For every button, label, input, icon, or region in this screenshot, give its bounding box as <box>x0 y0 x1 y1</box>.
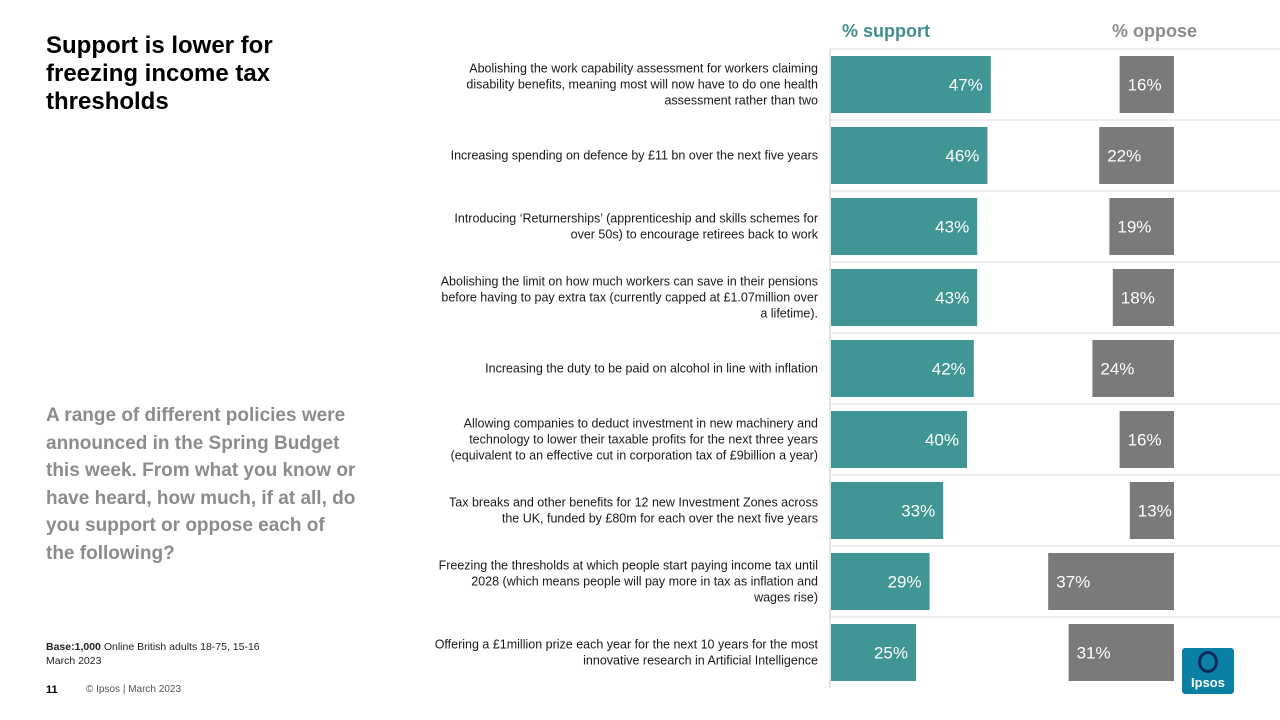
page-number: 11 <box>46 684 58 696</box>
logo-mark-icon <box>1198 651 1218 673</box>
oppose-bar <box>1119 56 1174 113</box>
category-label: Abolishing the limit on how much workers… <box>441 275 818 321</box>
category-label: Allowing companies to deduct investment … <box>451 417 818 463</box>
support-bar <box>831 56 991 113</box>
category-label: Introducing ‘Returnerships’ (apprentices… <box>454 212 818 242</box>
support-value-label: 46% <box>945 147 979 166</box>
oppose-bar <box>1109 198 1174 255</box>
support-header: % support <box>842 21 930 41</box>
oppose-bar <box>1099 127 1174 184</box>
support-bar <box>831 411 967 468</box>
oppose-bar <box>1048 553 1174 610</box>
oppose-value-label: 24% <box>1100 360 1134 379</box>
oppose-value-label: 19% <box>1117 218 1151 237</box>
logo-text: Ipsos <box>1191 675 1225 690</box>
base-note: Base:1,000 Online British adults 18-75, … <box>46 640 286 668</box>
oppose-value-label: 37% <box>1056 573 1090 592</box>
oppose-bar <box>1129 482 1174 539</box>
support-bar <box>831 127 988 184</box>
oppose-bar <box>1119 411 1174 468</box>
support-value-label: 33% <box>901 502 935 521</box>
oppose-value-label: 16% <box>1128 431 1162 450</box>
support-value-label: 43% <box>935 218 969 237</box>
support-bar <box>831 553 930 610</box>
support-bar <box>831 624 916 681</box>
oppose-value-label: 18% <box>1121 289 1155 308</box>
slide-title: Support is lower for freezing income tax… <box>46 32 273 115</box>
oppose-value-label: 16% <box>1128 76 1162 95</box>
support-bar <box>831 198 978 255</box>
category-label: Increasing spending on defence by £11 bn… <box>451 149 818 163</box>
category-label: Offering a £1million prize each year for… <box>435 638 819 668</box>
oppose-value-label: 13% <box>1138 502 1172 521</box>
category-label: Abolishing the work capability assessmen… <box>466 62 818 108</box>
oppose-value-label: 22% <box>1107 147 1141 166</box>
base-description: Online British adults 18-75, 15-16 March… <box>46 641 260 667</box>
support-value-label: 42% <box>932 360 966 379</box>
support-value-label: 43% <box>935 289 969 308</box>
category-label: Increasing the duty to be paid on alcoho… <box>485 362 818 376</box>
support-value-label: 25% <box>874 644 908 663</box>
support-value-label: 29% <box>888 573 922 592</box>
support-bar <box>831 269 978 326</box>
category-label: Tax breaks and other benefits for 12 new… <box>449 496 818 526</box>
category-label: Freezing the thresholds at which people … <box>439 559 818 605</box>
copyright-text: © Ipsos | March 2023 <box>86 684 182 695</box>
oppose-bar <box>1068 624 1174 681</box>
oppose-bar <box>1112 269 1174 326</box>
support-value-label: 47% <box>949 76 983 95</box>
support-value-label: 40% <box>925 431 959 450</box>
ipsos-logo: Ipsos <box>1182 648 1234 694</box>
survey-question: A range of different policies were annou… <box>46 405 356 564</box>
support-bar <box>831 482 944 539</box>
support-bar <box>831 340 974 397</box>
oppose-header: % oppose <box>1112 21 1198 41</box>
oppose-value-label: 31% <box>1077 644 1111 663</box>
oppose-bar <box>1092 340 1174 397</box>
base-value: 1,000 <box>74 641 101 653</box>
base-label: Base: <box>46 641 75 653</box>
